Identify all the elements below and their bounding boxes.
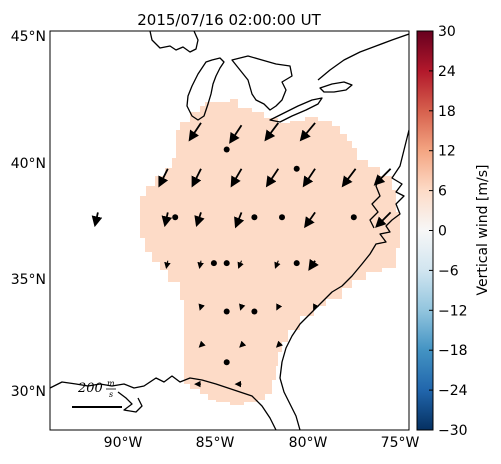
gulf-coast: [50, 375, 277, 430]
wind-vector-4: [158, 168, 169, 188]
st-lawrence-shoreline: [317, 33, 409, 81]
wind-vector-18: [197, 260, 204, 269]
colorbar-tick-label-5: 0: [438, 224, 447, 240]
station-points: [172, 146, 357, 366]
reference-vector-unit-denominator: s: [109, 390, 113, 399]
station-point-11: [223, 359, 230, 366]
reference-vector-value: 200: [77, 381, 103, 396]
lon-label-85: 85°W: [196, 435, 235, 451]
wind-vector-20: [274, 260, 281, 269]
station-point-8: [293, 260, 300, 267]
wind-vector-3: [299, 122, 316, 142]
wind-vector-16: [375, 211, 392, 228]
wind-vector-0: [188, 122, 202, 142]
colorbar-tick-label-7: −12: [438, 303, 468, 319]
lake-huron-shoreline: [231, 55, 293, 111]
station-point-7: [223, 260, 230, 267]
colorbar-ticks: 30 24 18 12 6 0 −6 −12 −18 −24 −30: [429, 24, 468, 439]
colorbar-tick-label-0: 30: [438, 24, 456, 40]
wind-vector-15: [304, 211, 316, 229]
wind-vector-26: [198, 340, 206, 348]
colorbar: 30 24 18 12 6 0 −6 −12 −18 −24 −30 Vertical wind […: [416, 24, 491, 439]
wind-vector-12: [161, 212, 173, 228]
station-point-6: [210, 260, 217, 267]
coastlines: [50, 31, 409, 430]
lat-label-35: 35°N: [11, 272, 46, 288]
wind-vector-25: [313, 303, 320, 311]
lat-label-30: 30°N: [11, 384, 46, 400]
map-panel: 200 m s: [50, 31, 409, 430]
wind-vectors: [91, 122, 392, 388]
station-point-3: [251, 214, 258, 221]
station-point-0: [223, 146, 230, 153]
station-point-9: [223, 308, 230, 315]
lake-michigan-shoreline: [186, 57, 225, 121]
colorbar-tick-label-1: 24: [438, 64, 456, 80]
wind-vector-2: [264, 122, 280, 142]
lon-label-75: 75°W: [381, 435, 420, 451]
colorbar-tick-label-8: −18: [438, 343, 468, 359]
colorbar-tick-label-3: 12: [438, 144, 456, 160]
lake-erie-shoreline: [269, 97, 323, 123]
wind-vector-8: [302, 168, 316, 188]
mississippi-delta-shoreline: [117, 391, 143, 413]
wind-vector-28: [275, 340, 283, 348]
atlantic-coast: [279, 129, 409, 430]
colorbar-tick-label-6: −6: [438, 263, 459, 279]
lat-label-40: 40°N: [11, 156, 46, 172]
colorbar-tick-label-9: −24: [438, 383, 468, 399]
colorbar-tick-label-4: 6: [438, 184, 447, 200]
wind-vector-21: [308, 258, 319, 271]
lake-ontario-shoreline: [319, 81, 353, 93]
vertical-wind-field: [140, 99, 400, 405]
wind-vector-7: [265, 168, 280, 188]
wind-vector-27: [239, 340, 247, 348]
wind-vector-10: [373, 168, 392, 186]
lat-label-45: 45°N: [11, 29, 46, 45]
latitude-labels: 45°N 40°N 35°N 30°N: [11, 29, 46, 400]
map-title: 2015/07/16 02:00:00 UT: [137, 11, 321, 29]
wind-vector-22: [198, 303, 205, 311]
station-point-10: [251, 308, 258, 315]
lon-label-90: 90°W: [104, 435, 143, 451]
chesapeake-bay-shoreline: [369, 175, 381, 229]
colorbar-tick-label-10: −30: [438, 423, 468, 439]
colorbar-tick-label-2: 18: [438, 104, 456, 120]
wind-vector-19: [237, 260, 244, 269]
station-point-1: [293, 165, 300, 172]
wind-vector-23: [239, 303, 246, 311]
wind-vector-13: [194, 212, 205, 228]
station-point-4: [279, 214, 285, 221]
reference-vector: 200 m s: [72, 379, 122, 408]
wind-vector-14: [234, 212, 245, 229]
longitude-labels: 90°W 85°W 80°W 75°W: [104, 435, 420, 451]
reference-vector-unit-numerator: m: [107, 379, 115, 388]
map-border: [49, 30, 410, 431]
lon-label-80: 80°W: [289, 435, 328, 451]
wind-vector-9: [341, 168, 357, 188]
wind-vector-1: [229, 124, 243, 144]
wind-vector-17: [164, 260, 171, 269]
wind-vector-6: [230, 168, 243, 188]
station-point-2: [172, 214, 179, 221]
wind-vector-11: [91, 212, 103, 228]
wind-vector-24: [276, 303, 283, 311]
wind-vector-5: [191, 168, 202, 188]
lake-superior-shoreline: [149, 31, 199, 53]
station-point-5: [350, 214, 357, 221]
colorbar-label: Vertical wind [m/s]: [475, 165, 491, 296]
